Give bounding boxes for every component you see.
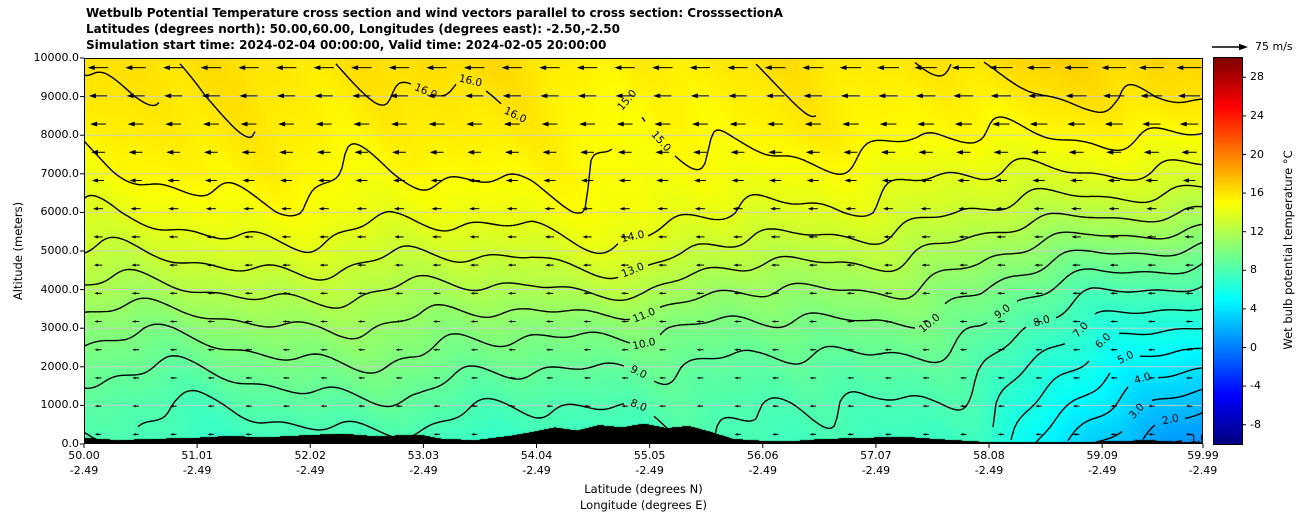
colorbar-tick-label: 28 [1250,70,1264,84]
x-axis-label-latitude: Latitude (degrees N) [584,482,703,496]
colorbar-tick-label: -8 [1250,417,1261,431]
x-tick-label: 57.07 -2.49 [844,449,908,477]
x-tick-longitude: -2.49 [409,464,438,477]
colorbar-tick-label: 24 [1250,108,1264,122]
y-tick-label: 9000.0 [40,89,80,103]
wind-legend-arrow [1212,43,1248,51]
chart-title: Wetbulb Potential Temperature cross sect… [86,6,783,20]
x-tick-label: 55.05 -2.49 [618,449,682,477]
y-tick-label: 8000.0 [40,128,80,142]
y-tick-label: 7000.0 [40,166,80,180]
colorbar-tick-label: 16 [1250,186,1264,200]
wind-legend-label: 75 m/s [1255,40,1293,53]
x-tick-latitude: 58.08 [973,449,1005,462]
y-tick-label: 0.0 [61,437,80,450]
x-axis-label-longitude: Longitude (degrees E) [579,498,708,512]
x-tick-label: 53.03 -2.49 [391,449,455,477]
x-tick-latitude: 52.02 [294,449,327,462]
y-axis-label: Altitude (meters) [11,201,25,301]
y-tick-label: 10000.0 [33,51,80,64]
temperature-field-image [84,58,1203,444]
x-tick-latitude: 57.07 [860,449,892,462]
x-tick-label: 59.09 -2.49 [1070,449,1134,477]
colorbar-tick-label: 8 [1250,263,1257,277]
x-tick-latitude: 50.00 [68,449,100,462]
x-tick-label: 56.06 -2.49 [731,449,795,477]
chart-subtitle-latlon: Latitudes (degrees north): 50.00,60.00, … [86,22,620,36]
chart-subtitle-times: Simulation start time: 2024-02-04 00:00:… [86,38,607,52]
x-tick-label: 50.00 -2.49 [52,449,116,477]
x-tick-longitude: -2.49 [182,464,212,477]
y-tick-label: 5000.0 [40,244,80,257]
x-tick-longitude: -2.49 [861,464,891,477]
y-tick-label: 1000.0 [40,398,80,412]
x-tick-label: 54.04 -2.49 [505,449,569,477]
x-tick-latitude: 56.06 [747,449,779,462]
colorbar-tick-label: 12 [1250,224,1264,238]
x-tick-longitude: -2.49 [1087,464,1117,477]
x-tick-latitude: 59.09 [1086,449,1118,462]
colorbar-tick-label: -4 [1250,379,1261,393]
x-tick-longitude: -2.49 [522,464,551,477]
chart-title-block: Wetbulb Potential Temperature cross sect… [86,5,783,53]
colorbar [1213,57,1243,445]
colorbar-tick-label: 20 [1250,147,1264,161]
x-tick-latitude: 55.05 [633,449,666,462]
colorbar-label: Wet bulb potential temperature °C [1281,150,1295,350]
y-tick-label: 4000.0 [40,282,80,296]
x-tick-label: 59.99 -2.49 [1171,449,1235,477]
colorbar-tick-label: 4 [1250,301,1257,315]
colorbar-tick-label: 0 [1250,340,1257,354]
x-tick-longitude: -2.49 [296,464,325,477]
x-tick-longitude: -2.49 [69,464,99,477]
x-tick-latitude: 51.01 [181,449,213,462]
x-tick-longitude: -2.49 [748,464,778,477]
x-tick-longitude: -2.49 [1188,464,1218,477]
x-tick-latitude: 54.04 [520,449,553,462]
x-tick-label: 52.02 -2.49 [278,449,342,477]
x-tick-label: 58.08 -2.49 [957,449,1021,477]
x-tick-latitude: 53.03 [407,449,440,462]
x-tick-latitude: 59.99 [1187,449,1219,462]
x-tick-longitude: -2.49 [974,464,1004,477]
y-tick-label: 2000.0 [40,359,80,373]
x-tick-longitude: -2.49 [635,464,664,477]
y-tick-label: 6000.0 [40,205,80,219]
x-tick-label: 51.01 -2.49 [165,449,229,477]
y-tick-label: 3000.0 [40,321,80,335]
